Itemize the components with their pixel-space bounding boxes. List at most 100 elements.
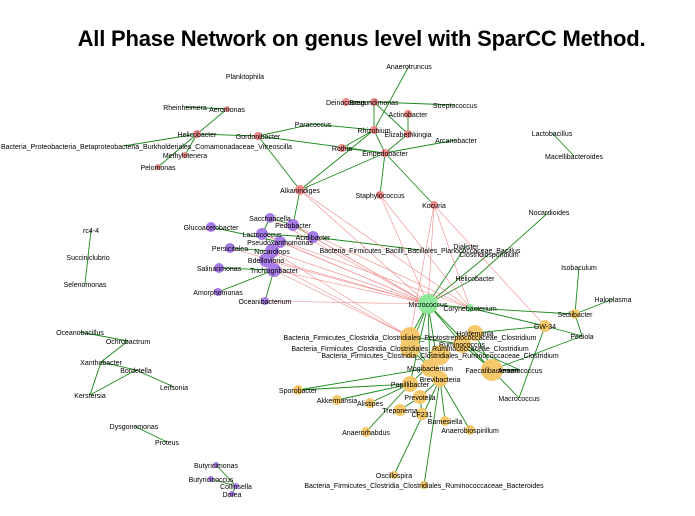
node-label-bordetella: Bordetella	[120, 368, 152, 375]
node-bacteroidales[interactable]	[420, 481, 428, 489]
node-label-saccharicella: Saccharicella	[249, 216, 291, 223]
negative-edge-106	[269, 217, 429, 305]
node-label-succiniclubrio: Succiniclubrio	[66, 255, 109, 262]
node-label-leifsonia: Leifsonia	[160, 385, 188, 392]
node-amorphomonas[interactable]	[214, 288, 222, 296]
node-bregundimonas[interactable]	[370, 98, 378, 106]
node-barnesiella[interactable]	[440, 416, 450, 426]
node-trichlagribacter[interactable]	[267, 263, 281, 277]
node-saccharicella[interactable]	[265, 213, 275, 223]
node-label-clostridiales3: Bacteria_Firmicutes_Clostridia_Clostridi…	[321, 353, 558, 360]
node-empedobacter[interactable]	[381, 149, 389, 157]
positive-edge-6	[257, 123, 314, 137]
node-label-streptococcus: Streptococcus	[433, 103, 478, 110]
negative-edge-95	[299, 189, 429, 305]
positive-edge-41	[84, 256, 89, 285]
node-persicitalea[interactable]	[225, 243, 235, 253]
node-label-selenomonas: Selenomonas	[64, 282, 107, 289]
node-label-alkanindiges: Alkanindiges	[280, 188, 320, 195]
positive-edge-91	[215, 464, 237, 487]
node-collinsella[interactable]	[233, 483, 239, 489]
node-brevibacteria[interactable]	[432, 371, 448, 387]
positive-edge-35	[218, 267, 275, 271]
node-clostridiales2[interactable]	[400, 338, 420, 358]
positive-edge-15	[384, 133, 409, 154]
node-label-anaerococcus: Anaerococcus	[498, 368, 543, 375]
node-salinarimonas[interactable]	[214, 263, 224, 273]
node-prevotella[interactable]	[413, 390, 427, 404]
node-rothia[interactable]	[338, 144, 346, 152]
node-oscillospira[interactable]	[390, 471, 398, 479]
positive-edge-17	[341, 129, 375, 149]
node-lactococcus[interactable]	[256, 228, 268, 240]
node-label-empedobacter: Empedobacter	[362, 151, 408, 158]
node-akkermansia[interactable]	[332, 395, 342, 405]
node-glucoacetobacter[interactable]	[206, 222, 216, 232]
node-sporobacter[interactable]	[293, 385, 303, 395]
positive-edge-54	[469, 307, 546, 327]
node-micrococcus[interactable]	[418, 294, 438, 314]
node-label-kerstersia: Kerstersia	[74, 393, 106, 400]
positive-edge-82	[297, 367, 431, 391]
node-anaerobiospirillum[interactable]	[465, 425, 475, 435]
negative-edge-112	[299, 189, 471, 309]
negative-edge-100	[271, 250, 429, 305]
node-methylotenera[interactable]	[182, 152, 188, 158]
positive-edge-69	[336, 383, 411, 401]
node-label-nocardioides: Nocardioides	[529, 210, 570, 217]
node-aeromonas[interactable]	[224, 106, 230, 112]
node-ruminococcus[interactable]	[453, 335, 471, 353]
positive-edge-43	[427, 253, 490, 305]
negative-edge-98	[433, 204, 471, 309]
node-cf231[interactable]	[416, 408, 428, 420]
node-anaerorhabdus[interactable]	[361, 427, 371, 437]
node-pseudoxanthomonas[interactable]	[274, 236, 286, 248]
node-sediibacter[interactable]	[570, 309, 580, 319]
node-label-aeromonas: Aeromonas	[209, 107, 245, 114]
node-dorea[interactable]	[229, 491, 235, 497]
node-holdemania[interactable]	[467, 325, 483, 341]
node-treponema[interactable]	[394, 404, 406, 416]
page-title: All Phase Network on genus level with Sp…	[77, 26, 646, 51]
node-label-cf231: CF231	[411, 412, 432, 419]
positive-edge-2	[184, 133, 198, 156]
node-corynebacterium[interactable]	[466, 304, 474, 312]
node-helicobacter1[interactable]	[193, 130, 201, 138]
node-papillibacter[interactable]	[402, 376, 418, 392]
node-elizabethkingia[interactable]	[404, 130, 412, 138]
node-mogibacterium[interactable]	[421, 359, 439, 377]
node-alkanindiges[interactable]	[295, 185, 305, 195]
node-clostridiales3[interactable]	[430, 345, 450, 365]
node-oceanibacterium[interactable]	[261, 297, 269, 305]
node-staphylococcus[interactable]	[376, 191, 384, 199]
node-label-pediola: Pediola	[570, 334, 593, 341]
node-gordonibacter[interactable]	[254, 132, 262, 140]
node-actinobacter[interactable]	[404, 110, 412, 118]
positive-edge-21	[384, 152, 435, 206]
node-kocuria[interactable]	[430, 201, 438, 209]
node-gw-34[interactable]	[539, 320, 551, 332]
negative-edge-115	[433, 204, 546, 327]
node-label-arcanobacter: Arcanobacter	[435, 138, 477, 145]
node-bdellovibrio[interactable]	[259, 253, 273, 267]
node-butyricimonas[interactable]	[213, 462, 219, 468]
positive-edge-7	[257, 135, 301, 191]
node-acidibacter[interactable]	[307, 231, 319, 243]
negative-edge-96	[379, 194, 429, 305]
node-label-bdellovibrio: Bdellovibrio	[248, 258, 284, 265]
positive-edge-36	[217, 269, 275, 293]
node-pedobacter[interactable]	[287, 219, 299, 231]
node-butyricicoccus[interactable]	[208, 476, 214, 482]
node-deinococcus[interactable]	[342, 98, 350, 106]
positive-edge-71	[297, 383, 411, 391]
positive-edge-57	[544, 325, 583, 337]
node-rhizobium[interactable]	[370, 126, 378, 134]
node-label-pseudoxanthomonas: Pseudoxanthomonas	[247, 240, 313, 247]
negative-edge-102	[273, 269, 429, 305]
node-alistipes[interactable]	[365, 398, 375, 408]
node-faecalibacterium[interactable]	[481, 359, 503, 381]
node-pelomonas[interactable]	[155, 164, 161, 170]
node-label-bacilli: Bacteria_Firmicutes_Bacilli_Bacillales_P…	[320, 248, 521, 255]
positive-edge-25	[551, 132, 575, 157]
node-label-lactococcus: Lactococcus	[243, 232, 282, 239]
